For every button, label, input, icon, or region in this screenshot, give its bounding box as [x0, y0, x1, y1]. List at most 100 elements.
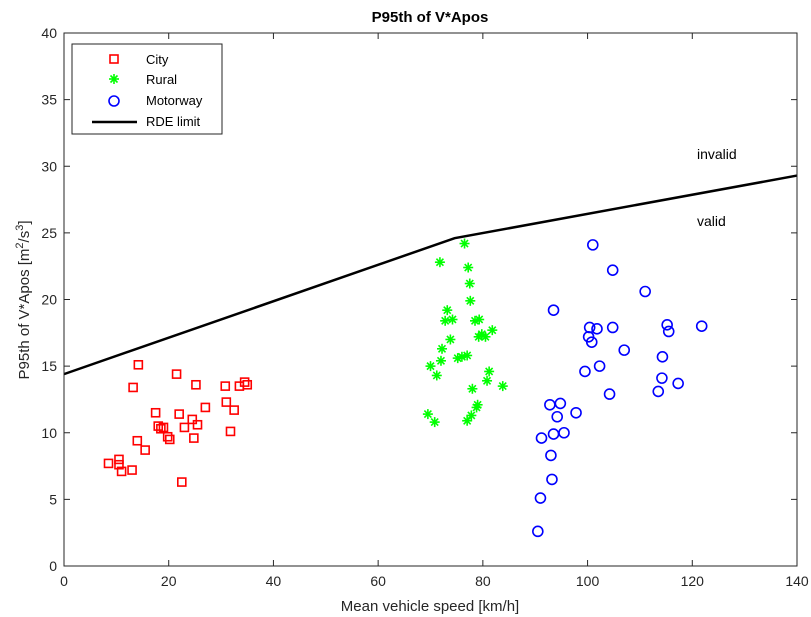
annotation-invalid: invalid [697, 146, 737, 162]
city-point [171, 369, 182, 379]
rural-point [445, 334, 456, 345]
motorway-point [639, 285, 651, 298]
rural-point [482, 375, 493, 386]
motorway-point [672, 377, 684, 390]
city-point [239, 377, 250, 387]
city-point [140, 445, 150, 455]
legend-marker-motorway [108, 95, 120, 107]
rural-point [435, 355, 446, 366]
y-tick-label: 10 [41, 425, 57, 441]
rural-point [440, 315, 451, 326]
motorway-point [558, 426, 570, 439]
city-point [127, 465, 137, 475]
x-axis-label: Mean vehicle speed [km/h] [341, 598, 519, 615]
city-point [153, 421, 164, 431]
y-tick-label: 15 [41, 358, 57, 374]
legend: City Rural Motorway RDE limit [71, 43, 223, 135]
city-point [225, 426, 236, 437]
motorway-point [587, 239, 599, 251]
city-point [242, 379, 253, 390]
x-tick-label: 40 [266, 573, 282, 589]
y-tick-label: 30 [41, 158, 57, 174]
motorway-point [547, 304, 560, 316]
motorway-point [551, 410, 564, 423]
motorway-point [618, 344, 631, 356]
city-point [162, 431, 173, 442]
rural-point [497, 381, 508, 392]
rural-point [425, 361, 436, 372]
data-points [103, 238, 708, 538]
city-point [221, 397, 232, 407]
motorway-point [652, 385, 665, 398]
rural-point [429, 417, 440, 428]
rural-point [472, 399, 483, 410]
y-axis-label: P95th of V*Apos [m2/s3] [14, 221, 33, 380]
legend-box [71, 43, 223, 135]
city-point [158, 422, 169, 433]
city-point [220, 381, 231, 391]
axes-border [63, 32, 798, 567]
legend-marker-city [109, 54, 119, 64]
y-tick-label: 5 [49, 491, 57, 507]
motorway-point [661, 319, 673, 331]
legend-label-rde-limit: RDE limit [146, 114, 201, 129]
rural-point [431, 370, 442, 381]
x-tick-label: 120 [681, 573, 705, 589]
city-point [191, 379, 201, 390]
city-point [103, 458, 114, 469]
rural-point [487, 325, 498, 336]
motorway-point [546, 473, 558, 486]
city-point [156, 423, 166, 434]
rural-point [447, 314, 458, 325]
x-tick-label: 60 [370, 573, 386, 589]
chart-title: P95th of V*Apos [372, 9, 489, 26]
city-point [189, 433, 199, 443]
city-point [128, 382, 138, 393]
rural-point [463, 262, 474, 273]
x-tick-label: 0 [60, 573, 68, 589]
motorway-point [585, 336, 598, 348]
motorway-point [554, 397, 567, 410]
rural-point [467, 383, 478, 394]
motorway-point [593, 360, 606, 372]
city-point [132, 435, 143, 446]
axis-ticks: 0 20 40 60 80 100 120 140 0 5 10 15 20 25 30 35 40 [41, 25, 808, 589]
city-point [177, 477, 187, 487]
rural-point [474, 314, 485, 325]
x-tick-label: 20 [161, 573, 177, 589]
x-tick-label: 100 [576, 573, 600, 589]
city-point [179, 422, 190, 433]
rural-point [459, 238, 470, 249]
motorway-point [570, 406, 582, 419]
y-tick-label: 40 [41, 25, 57, 41]
rural-point [434, 257, 445, 268]
motorway-point [579, 365, 591, 378]
motorway-point [656, 372, 668, 384]
city-point [200, 402, 211, 413]
rural-point [422, 409, 433, 420]
city-point [150, 407, 161, 418]
city-point [114, 454, 124, 465]
city-point [229, 405, 239, 415]
legend-marker-rural [109, 74, 119, 84]
motorway-point [662, 325, 675, 338]
motorway-point [545, 449, 557, 462]
rural-point [462, 350, 473, 361]
legend-label-rural: Rural [146, 72, 177, 87]
y-tick-label: 25 [41, 225, 57, 241]
motorway-point [583, 321, 596, 334]
city-point [187, 414, 198, 425]
rural-point [462, 415, 473, 426]
motorway-point [695, 320, 708, 332]
rde-limit-polyline [63, 174, 798, 376]
motorway-point [591, 323, 603, 335]
rural-point [464, 278, 475, 289]
rural-point [466, 410, 477, 421]
rural-point [484, 366, 495, 377]
city-point [116, 466, 127, 477]
rural-point [442, 305, 453, 316]
rural-point [465, 295, 476, 306]
motorway-point [534, 492, 547, 504]
y-tick-label: 35 [41, 92, 57, 108]
